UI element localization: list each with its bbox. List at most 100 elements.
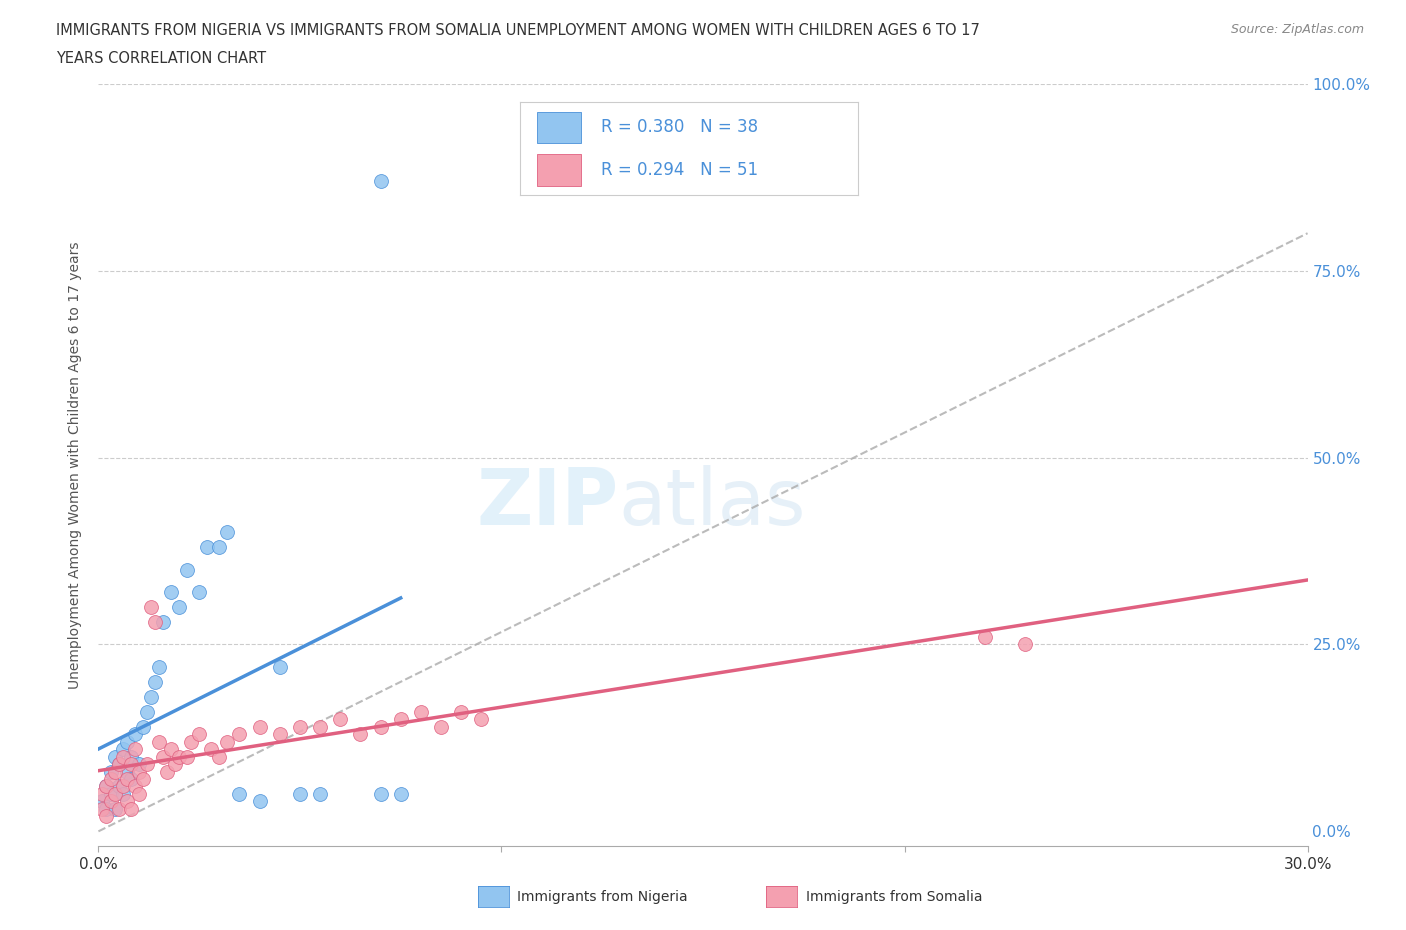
Point <box>195 539 218 554</box>
Point <box>974 630 997 644</box>
Point <box>115 734 138 749</box>
Point <box>120 750 142 764</box>
Text: YEARS CORRELATION CHART: YEARS CORRELATION CHART <box>56 51 266 66</box>
Point <box>135 704 157 719</box>
Point <box>176 563 198 578</box>
Point <box>111 787 134 802</box>
Point <box>143 615 166 630</box>
Point <box>139 600 162 615</box>
Point <box>409 704 432 719</box>
Point <box>107 757 129 772</box>
Point <box>249 719 271 734</box>
Point <box>100 764 122 779</box>
Point <box>188 585 211 600</box>
Text: Immigrants from Nigeria: Immigrants from Nigeria <box>517 889 688 904</box>
Point <box>111 779 134 794</box>
Point <box>200 741 222 756</box>
Text: Immigrants from Somalia: Immigrants from Somalia <box>806 889 983 904</box>
Point <box>167 750 190 764</box>
Point <box>160 741 183 756</box>
Point <box>103 764 125 779</box>
Bar <box>537 154 581 186</box>
Point <box>370 719 392 734</box>
Point <box>96 809 118 824</box>
Point <box>389 711 412 726</box>
Point <box>176 750 198 764</box>
Y-axis label: Unemployment Among Women with Children Ages 6 to 17 years: Unemployment Among Women with Children A… <box>69 241 83 689</box>
Point <box>120 757 142 772</box>
Point <box>124 779 146 794</box>
Point <box>143 674 166 689</box>
Point <box>103 750 125 764</box>
Text: Source: ZipAtlas.com: Source: ZipAtlas.com <box>1230 23 1364 36</box>
Point <box>132 772 155 787</box>
Point <box>96 779 118 794</box>
Point <box>91 794 114 809</box>
Point <box>148 659 170 674</box>
Point <box>132 719 155 734</box>
Point <box>288 787 311 802</box>
Point <box>249 794 271 809</box>
Point <box>148 734 170 749</box>
Point <box>115 772 138 787</box>
Point <box>128 757 150 772</box>
Point <box>100 772 122 787</box>
Point <box>115 764 138 779</box>
Point <box>430 719 453 734</box>
Point <box>111 750 134 764</box>
Point <box>349 726 371 741</box>
Point <box>96 779 118 794</box>
Point <box>288 719 311 734</box>
Point <box>135 757 157 772</box>
Text: ZIP: ZIP <box>477 465 619 541</box>
Point <box>128 764 150 779</box>
Point <box>167 600 190 615</box>
Point <box>470 711 492 726</box>
Point <box>107 802 129 817</box>
Point <box>188 726 211 741</box>
Point <box>389 787 412 802</box>
Point <box>107 757 129 772</box>
Text: atlas: atlas <box>619 465 806 541</box>
Point <box>139 689 162 704</box>
Text: R = 0.380   N = 38: R = 0.380 N = 38 <box>602 118 758 137</box>
Point <box>120 802 142 817</box>
Text: IMMIGRANTS FROM NIGERIA VS IMMIGRANTS FROM SOMALIA UNEMPLOYMENT AMONG WOMEN WITH: IMMIGRANTS FROM NIGERIA VS IMMIGRANTS FR… <box>56 23 980 38</box>
Point <box>228 787 250 802</box>
Point <box>107 779 129 794</box>
Point <box>370 787 392 802</box>
Point <box>115 794 138 809</box>
Point <box>100 794 122 809</box>
Point <box>450 704 472 719</box>
Point <box>96 802 118 817</box>
Point <box>208 539 231 554</box>
Point <box>103 787 125 802</box>
Point <box>152 615 174 630</box>
Point <box>91 802 114 817</box>
Point <box>309 787 332 802</box>
Point <box>91 787 114 802</box>
Point <box>120 772 142 787</box>
Point <box>163 757 186 772</box>
Point <box>124 741 146 756</box>
Point <box>103 802 125 817</box>
Point <box>228 726 250 741</box>
Point <box>217 525 239 539</box>
Point <box>370 174 392 189</box>
Point <box>111 741 134 756</box>
Point <box>156 764 179 779</box>
Point <box>100 787 122 802</box>
Point <box>217 734 239 749</box>
Point <box>269 659 291 674</box>
Point <box>208 750 231 764</box>
Point <box>309 719 332 734</box>
Point <box>1014 637 1036 652</box>
Point <box>180 734 202 749</box>
Text: R = 0.294   N = 51: R = 0.294 N = 51 <box>602 161 758 179</box>
Point <box>128 787 150 802</box>
Point <box>160 585 183 600</box>
Point <box>269 726 291 741</box>
Point <box>124 726 146 741</box>
Point <box>152 750 174 764</box>
Point <box>329 711 352 726</box>
